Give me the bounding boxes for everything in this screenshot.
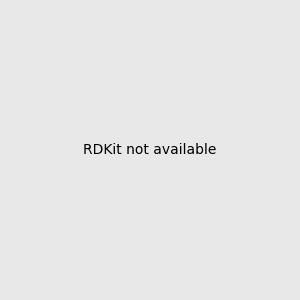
- Text: RDKit not available: RDKit not available: [83, 143, 217, 157]
